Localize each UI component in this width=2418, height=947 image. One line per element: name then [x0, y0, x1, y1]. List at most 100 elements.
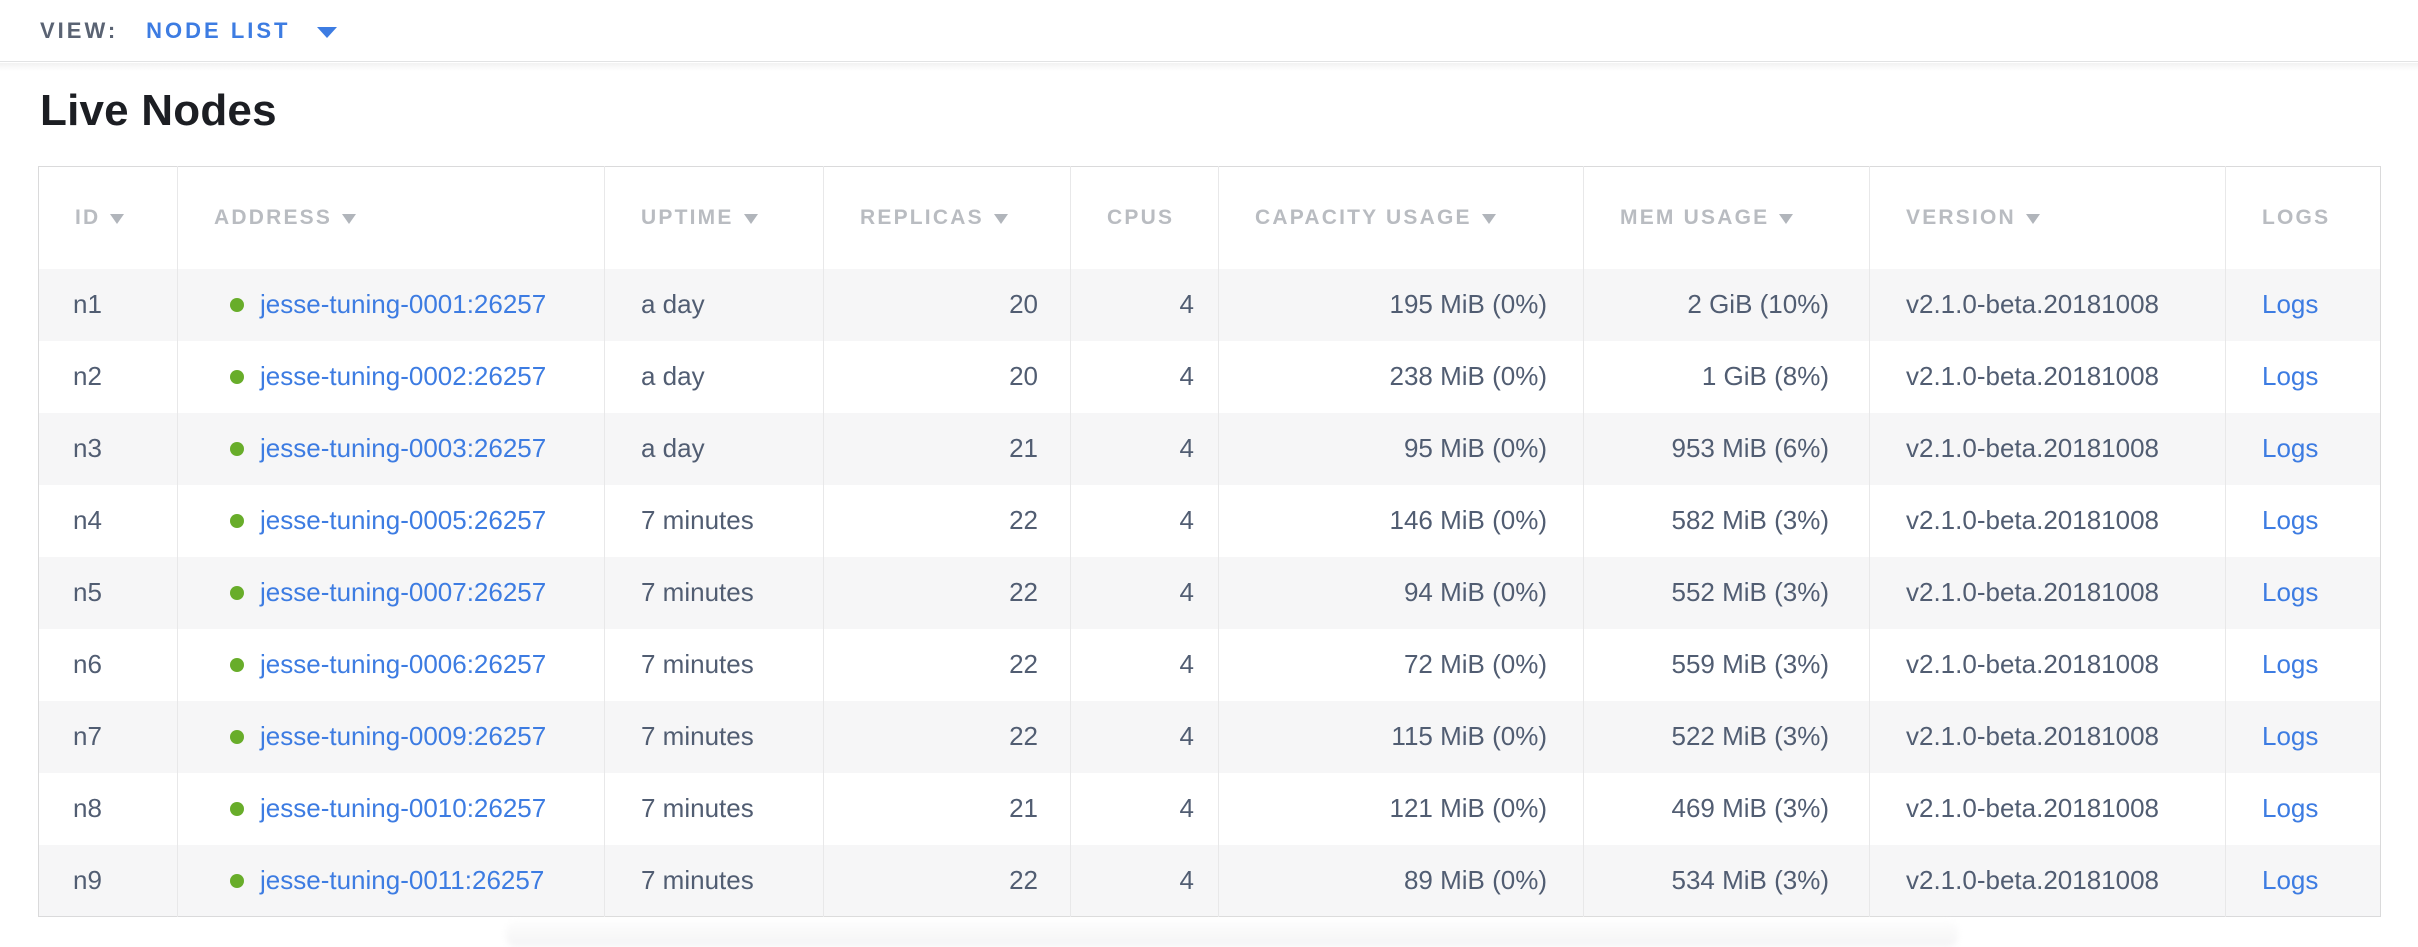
table-row: n5 jesse-tuning-0007:26257 7 minutes 22 4 94 …: [38, 556, 2381, 629]
table-row: n6 jesse-tuning-0006:26257 7 minutes 22 4 72 …: [38, 628, 2381, 701]
sort-descending-icon: [1481, 213, 1496, 224]
logs-link[interactable]: Logs: [2262, 361, 2319, 391]
node-live-status-icon: [230, 802, 244, 816]
node-live-status-icon: [230, 370, 244, 384]
table-row: n2 jesse-tuning-0002:26257 a day 20 4 238 MiB…: [38, 340, 2381, 413]
node-address-link[interactable]: jesse-tuning-0011:26257: [260, 864, 545, 895]
table-header: ID ADDRESS UPTIME REPLICAS CPUS CAPACITY USAG…: [38, 166, 2381, 269]
cell-replicas: 20: [823, 268, 1071, 341]
cell-capacity-usage: 195 MiB (0%): [1218, 268, 1584, 341]
cell-capacity-usage: 146 MiB (0%): [1218, 484, 1584, 557]
column-header-label: REPLICAS: [860, 205, 984, 229]
topbar-shadow: [0, 63, 2418, 71]
cell-version: v2.1.0-beta.20181008: [1869, 412, 2226, 485]
live-nodes-table: ID ADDRESS UPTIME REPLICAS CPUS CAPACITY USAG…: [38, 166, 2381, 917]
node-live-status-icon: [230, 586, 244, 600]
node-address-link[interactable]: jesse-tuning-0010:26257: [260, 793, 547, 823]
page-title: Live Nodes: [40, 86, 277, 135]
cell-logs: Logs: [2225, 844, 2381, 917]
cell-cpus: 4: [1070, 844, 1219, 917]
node-address-link[interactable]: jesse-tuning-0006:26257: [260, 649, 547, 679]
view-dropdown[interactable]: NODE LIST: [146, 17, 337, 44]
cell-logs: Logs: [2225, 340, 2381, 413]
column-header-capacity-usage[interactable]: CAPACITY USAGE: [1218, 166, 1584, 269]
table-row: n9 jesse-tuning-0011:26257 7 minutes 22 4 89 …: [38, 844, 2381, 917]
logs-link[interactable]: Logs: [2262, 864, 2319, 895]
cell-address: jesse-tuning-0011:26257: [177, 844, 605, 917]
cell-id: n8: [38, 772, 178, 845]
cell-id: n6: [38, 628, 178, 701]
cell-replicas: 22: [823, 556, 1071, 629]
column-header-cpus: CPUS: [1070, 166, 1219, 269]
cell-id: n5: [38, 556, 178, 629]
cell-mem-usage: 552 MiB (3%): [1583, 556, 1870, 629]
cell-version: v2.1.0-beta.20181008: [1869, 556, 2226, 629]
cell-capacity-usage: 95 MiB (0%): [1218, 412, 1584, 485]
column-header-address[interactable]: ADDRESS: [177, 166, 605, 269]
logs-link[interactable]: Logs: [2262, 433, 2319, 463]
cell-cpus: 4: [1070, 340, 1219, 413]
column-header-label: LOGS: [2262, 205, 2331, 229]
node-live-status-icon: [230, 730, 244, 744]
sort-descending-icon: [743, 213, 758, 224]
cell-replicas: 21: [823, 772, 1071, 845]
table-row: n7 jesse-tuning-0009:26257 7 minutes 22 4 115…: [38, 700, 2381, 773]
cell-address: jesse-tuning-0009:26257: [177, 700, 605, 773]
column-header-label: VERSION: [1906, 205, 2016, 229]
column-header-mem-usage[interactable]: MEM USAGE: [1583, 166, 1870, 269]
cell-capacity-usage: 238 MiB (0%): [1218, 340, 1584, 413]
cell-replicas: 20: [823, 340, 1071, 413]
column-header-uptime[interactable]: UPTIME: [604, 166, 824, 269]
cell-cpus: 4: [1070, 556, 1219, 629]
cell-replicas: 22: [823, 628, 1071, 701]
cell-uptime: 7 minutes: [604, 484, 824, 557]
table-row: n3 jesse-tuning-0003:26257 a day 21 4 95 MiB …: [38, 412, 2381, 485]
cell-version: v2.1.0-beta.20181008: [1869, 268, 2226, 341]
logs-link[interactable]: Logs: [2262, 577, 2319, 607]
cell-version: v2.1.0-beta.20181008: [1869, 772, 2226, 845]
node-address-link[interactable]: jesse-tuning-0001:26257: [260, 289, 547, 319]
cell-version: v2.1.0-beta.20181008: [1869, 484, 2226, 557]
cell-replicas: 22: [823, 484, 1071, 557]
column-header-version[interactable]: VERSION: [1869, 166, 2226, 269]
logs-link[interactable]: Logs: [2262, 289, 2319, 319]
sort-descending-icon: [993, 213, 1008, 224]
cell-mem-usage: 469 MiB (3%): [1583, 772, 1870, 845]
cell-uptime: a day: [604, 268, 824, 341]
logs-link[interactable]: Logs: [2262, 649, 2319, 679]
cell-mem-usage: 1 GiB (8%): [1583, 340, 1870, 413]
logs-link[interactable]: Logs: [2262, 721, 2319, 751]
cell-id: n9: [38, 844, 178, 917]
column-header-label: ADDRESS: [214, 205, 333, 229]
sort-descending-icon: [2025, 213, 2040, 224]
logs-link[interactable]: Logs: [2262, 793, 2319, 823]
node-live-status-icon: [230, 514, 244, 528]
cell-id: n1: [38, 268, 178, 341]
column-header-label: CPUS: [1107, 205, 1175, 229]
cell-replicas: 21: [823, 412, 1071, 485]
cell-address: jesse-tuning-0007:26257: [177, 556, 605, 629]
node-address-link[interactable]: jesse-tuning-0003:26257: [260, 433, 547, 463]
cell-mem-usage: 2 GiB (10%): [1583, 268, 1870, 341]
cell-capacity-usage: 89 MiB (0%): [1218, 844, 1584, 917]
column-header-replicas[interactable]: REPLICAS: [823, 166, 1071, 269]
view-selector-bar: VIEW: NODE LIST: [0, 0, 2418, 62]
node-address-link[interactable]: jesse-tuning-0009:26257: [260, 721, 547, 751]
cell-address: jesse-tuning-0010:26257: [177, 772, 605, 845]
view-dropdown-value: NODE LIST: [146, 17, 291, 43]
logs-link[interactable]: Logs: [2262, 505, 2319, 535]
cell-mem-usage: 534 MiB (3%): [1583, 844, 1870, 917]
column-header-label: CAPACITY USAGE: [1255, 205, 1472, 229]
cell-uptime: 7 minutes: [604, 556, 824, 629]
cell-address: jesse-tuning-0002:26257: [177, 340, 605, 413]
node-address-link[interactable]: jesse-tuning-0005:26257: [260, 505, 547, 535]
cell-cpus: 4: [1070, 412, 1219, 485]
cell-id: n4: [38, 484, 178, 557]
cell-uptime: 7 minutes: [604, 772, 824, 845]
column-header-id[interactable]: ID: [38, 166, 178, 269]
cell-cpus: 4: [1070, 628, 1219, 701]
node-address-link[interactable]: jesse-tuning-0007:26257: [260, 577, 547, 607]
cell-version: v2.1.0-beta.20181008: [1869, 340, 2226, 413]
node-address-link[interactable]: jesse-tuning-0002:26257: [260, 361, 547, 391]
cell-address: jesse-tuning-0005:26257: [177, 484, 605, 557]
